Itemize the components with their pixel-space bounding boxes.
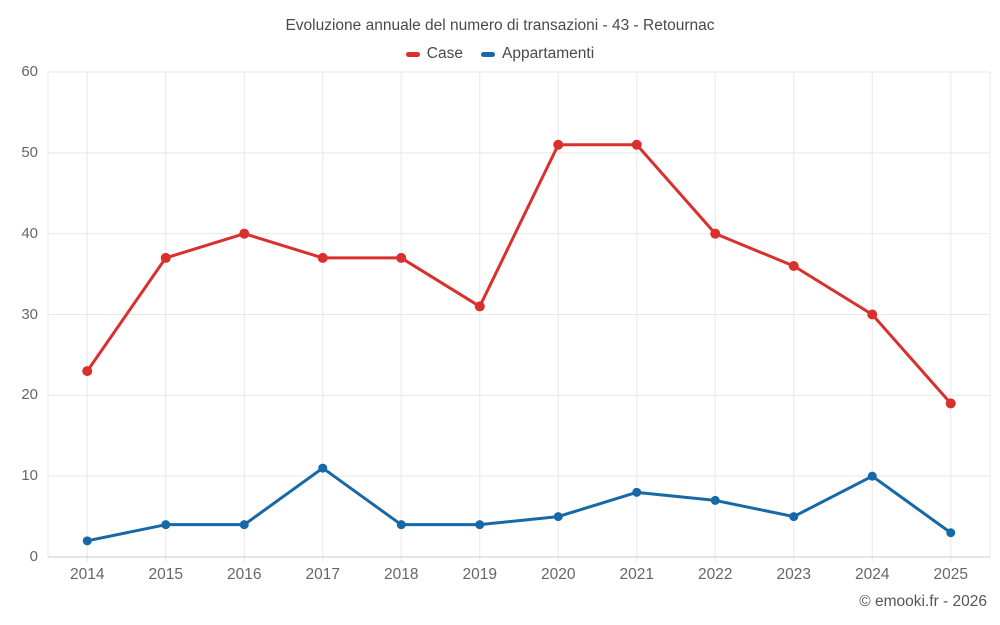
y-tick-label: 40: [21, 224, 38, 242]
legend-item-case[interactable]: Case: [405, 45, 463, 63]
x-tick-label: 2025: [933, 566, 968, 583]
x-tick-label: 2024: [855, 566, 890, 583]
x-tick-label: 2021: [619, 566, 654, 583]
data-point-appartamenti[interactable]: [710, 495, 720, 505]
data-point-appartamenti[interactable]: [239, 520, 249, 530]
y-tick-label: 50: [21, 143, 38, 161]
x-tick-label: 2022: [698, 566, 733, 583]
data-point-appartamenti[interactable]: [396, 520, 406, 530]
legend-label-appartamenti: Appartamenti: [501, 45, 595, 62]
y-tick-label: 0: [29, 548, 38, 565]
x-tick-label: 2019: [462, 566, 497, 583]
data-point-case[interactable]: [710, 228, 721, 239]
copyright-footer: © emooki.fr - 2026: [859, 593, 987, 610]
data-point-appartamenti[interactable]: [553, 512, 563, 522]
y-tick-label: 20: [21, 386, 38, 404]
data-point-appartamenti[interactable]: [161, 520, 171, 530]
legend-label-case: Case: [426, 45, 463, 62]
data-point-case[interactable]: [631, 139, 642, 150]
data-point-appartamenti[interactable]: [867, 471, 877, 481]
data-point-case[interactable]: [945, 398, 956, 409]
data-point-case[interactable]: [239, 228, 250, 239]
y-tick-label: 30: [21, 305, 38, 323]
data-point-appartamenti[interactable]: [318, 463, 328, 473]
data-point-case[interactable]: [553, 139, 564, 150]
y-tick-label: 60: [21, 63, 38, 80]
data-point-case[interactable]: [82, 366, 93, 377]
data-point-case[interactable]: [474, 301, 485, 312]
data-point-case[interactable]: [160, 252, 171, 263]
data-point-case[interactable]: [788, 261, 799, 271]
data-point-case[interactable]: [396, 252, 407, 263]
series-line-appartamenti: [85, 466, 953, 543]
chart-title: Evoluzione annuale del numero di transaz…: [285, 17, 715, 34]
x-tick-label: 2015: [148, 566, 183, 583]
x-tick-label: 2018: [384, 566, 419, 583]
data-point-case[interactable]: [867, 309, 878, 320]
x-tick-label: 2023: [776, 566, 811, 583]
data-point-case[interactable]: [317, 252, 328, 263]
legend-swatch-appartamenti-icon: [480, 52, 495, 57]
x-tick-label: 2020: [541, 566, 576, 583]
x-tick-label: 2014: [70, 566, 105, 583]
x-tick-label: 2017: [305, 566, 340, 583]
data-point-appartamenti[interactable]: [632, 487, 642, 497]
legend-item-appartamenti[interactable]: Appartamenti: [480, 45, 595, 63]
data-point-appartamenti[interactable]: [946, 528, 956, 538]
data-point-appartamenti[interactable]: [789, 512, 799, 522]
series-line-case: [85, 143, 953, 405]
y-tick-label: 10: [21, 467, 38, 485]
data-point-appartamenti[interactable]: [82, 536, 92, 546]
legend-swatch-case-icon: [405, 52, 420, 57]
x-tick-label: 2016: [227, 566, 262, 583]
legend: Case Appartamenti: [0, 45, 1000, 63]
data-point-appartamenti[interactable]: [475, 520, 485, 530]
